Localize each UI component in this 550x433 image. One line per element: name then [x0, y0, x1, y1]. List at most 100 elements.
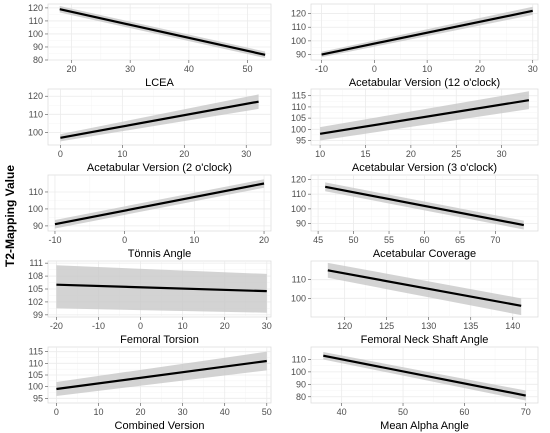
y-axis-label: T2-Mapping Value [3, 165, 17, 267]
x-tick-label: 0 [372, 64, 377, 74]
x-axis-label: Acetabular Coverage [373, 248, 476, 260]
y-tick-label: 100 [291, 293, 306, 303]
x-tick-label: 20 [406, 149, 416, 159]
x-tick-label: 60 [459, 407, 469, 417]
y-tick-label: 100 [291, 367, 306, 377]
x-tick-label: 20 [475, 64, 485, 74]
y-tick-label: 100 [28, 29, 43, 39]
x-axis-label: Acetabular Version (2 o'clock) [87, 162, 232, 174]
confidence-band [320, 91, 529, 141]
x-axis-label: Tönnis Angle [128, 248, 192, 260]
y-tick-label: 110 [292, 102, 306, 112]
y-tick-label: 115 [292, 91, 306, 101]
x-tick-label: 30 [262, 321, 272, 331]
y-tick-label: 105 [28, 284, 43, 294]
panel-1: 20 30 40 50 80 90 100 110 120 LCEA [28, 3, 272, 89]
regression-line [323, 354, 526, 397]
x-tick-label: 0 [54, 407, 59, 417]
x-tick-label: 70 [521, 407, 531, 417]
y-tick-label: 80 [33, 55, 43, 65]
x-tick-label: 20 [66, 64, 76, 74]
y-tick-label: 90 [296, 50, 306, 60]
x-tick-label: 20 [136, 407, 146, 417]
x-tick-label: 10 [315, 149, 325, 159]
x-tick-label: 30 [497, 149, 507, 159]
x-tick-label: 0 [138, 321, 143, 331]
x-tick-label: 120 [337, 321, 352, 331]
x-axis-label: Femoral Neck Shaft Angle [361, 334, 489, 346]
x-tick-label: 10 [189, 235, 199, 245]
x-tick-label: 20 [179, 149, 189, 159]
y-tick-label: 100 [291, 204, 306, 214]
confidence-band [56, 351, 267, 396]
regression-line [54, 182, 265, 226]
x-tick-label: -20 [50, 321, 63, 331]
x-tick-label: -10 [315, 64, 328, 74]
x-tick-label: 55 [384, 235, 394, 245]
regression-line [56, 283, 267, 293]
x-tick-label: 30 [241, 149, 251, 159]
y-tick-label: 102 [28, 297, 43, 307]
x-axis-label: Acetabular Version (3 o'clock) [352, 162, 497, 174]
y-tick-label: 120 [291, 9, 306, 19]
x-tick-label: 50 [398, 407, 408, 417]
x-tick-label: 50 [243, 64, 253, 74]
x-tick-label: 40 [337, 407, 347, 417]
x-tick-label: 10 [117, 149, 127, 159]
x-tick-label: 10 [422, 64, 432, 74]
x-axis-label: LCEA [145, 77, 174, 89]
x-tick-label: 25 [451, 149, 461, 159]
x-axis-label: Combined Version [115, 420, 205, 432]
x-tick-label: 65 [455, 235, 465, 245]
y-tick-label: 110 [292, 275, 306, 285]
x-tick-label: 30 [125, 64, 135, 74]
y-tick-label: 110 [292, 354, 306, 364]
y-tick-label: 100 [28, 204, 43, 214]
y-tick-label: 100 [291, 36, 306, 46]
x-tick-label: -10 [48, 235, 61, 245]
x-tick-label: -10 [92, 321, 105, 331]
panel-5: -10 0 10 20 90 100 110 Tönnis Angle [28, 174, 272, 260]
x-tick-label: 140 [505, 321, 520, 331]
x-tick-label: 130 [421, 321, 436, 331]
y-tick-label: 100 [28, 382, 43, 392]
regression-line [319, 99, 530, 135]
x-tick-label: 50 [349, 235, 359, 245]
x-tick-label: 30 [178, 407, 188, 417]
y-tick-label: 90 [296, 379, 306, 389]
panel-2: -10 0 10 20 30 90 100 110 120 Acetabular Version … [291, 3, 539, 89]
y-tick-label: 105 [28, 370, 43, 380]
x-axis-label: Mean Alpha Angle [380, 420, 469, 432]
y-tick-label: 80 [296, 392, 306, 402]
y-tick-label: 111 [29, 258, 43, 268]
x-tick-label: 70 [490, 235, 500, 245]
y-tick-label: 105 [291, 113, 306, 123]
panel-7: -20 -10 0 10 20 30 99 102 105 108 111 Femoral Torsi… [28, 258, 272, 346]
x-axis-label: Acetabular Version (12 o'clock) [349, 77, 500, 89]
y-tick-label: 90 [33, 221, 43, 231]
panel-8: 120 125 130 135 140 100 110 Femoral Neck Shaft … [291, 260, 539, 346]
y-tick-label: 110 [292, 22, 306, 32]
x-tick-label: 30 [528, 64, 538, 74]
panel-10: 40 50 60 70 80 90 100 110 Mean Alpha Angle [291, 346, 539, 432]
x-tick-label: 45 [313, 235, 323, 245]
regression-line [56, 359, 267, 391]
y-tick-label: 115 [29, 347, 43, 357]
x-tick-label: 135 [463, 321, 478, 331]
regression-line [60, 100, 259, 139]
y-tick-label: 100 [28, 127, 43, 137]
x-tick-label: 60 [419, 235, 429, 245]
y-tick-label: 110 [29, 358, 43, 368]
x-tick-label: 0 [122, 235, 127, 245]
regression-line [324, 185, 525, 227]
x-tick-label: 10 [93, 407, 103, 417]
x-tick-label: 20 [220, 321, 230, 331]
y-tick-label: 108 [28, 271, 43, 281]
y-tick-label: 90 [33, 42, 43, 52]
regression-line [327, 269, 522, 307]
x-tick-label: 15 [360, 149, 370, 159]
regression-line [321, 9, 533, 56]
